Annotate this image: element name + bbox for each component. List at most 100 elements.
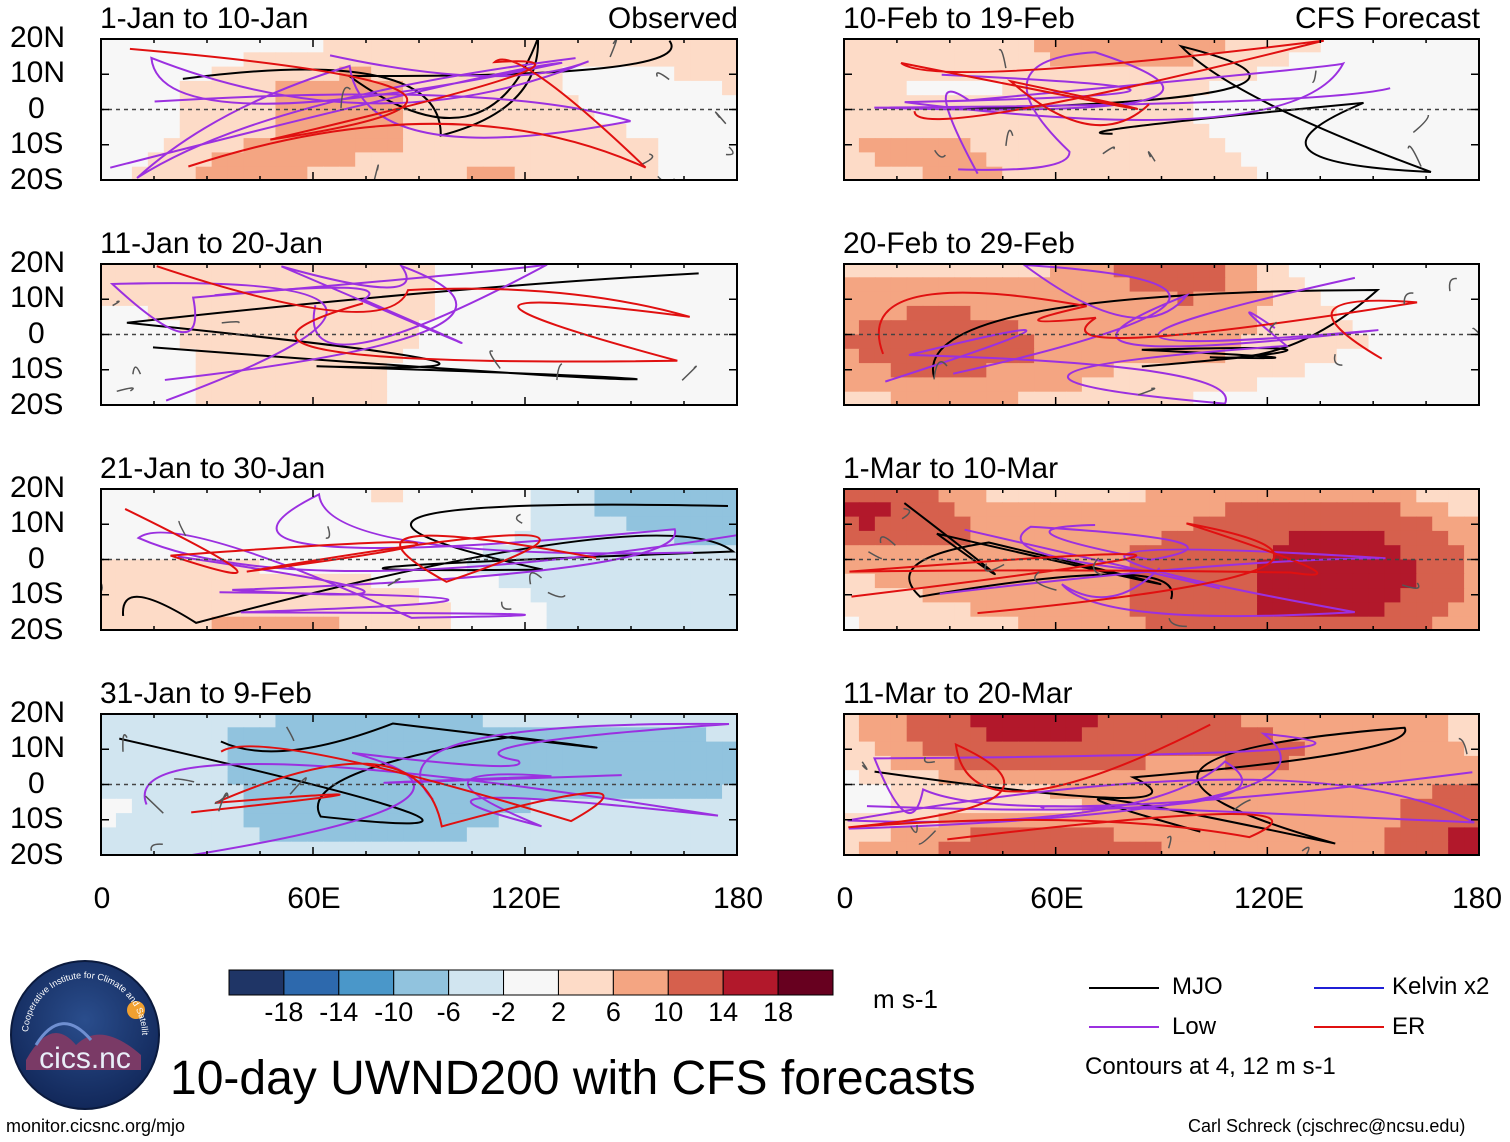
heatmap-cell [546, 602, 564, 618]
heatmap-cell [1320, 741, 1338, 757]
heatmap-cell [954, 602, 971, 618]
heatmap-cell [115, 616, 133, 631]
footer-left[interactable]: monitor.cicsnc.org/mjo [6, 1116, 186, 1136]
heatmap-cell [1257, 602, 1274, 618]
heatmap-cell [722, 152, 738, 168]
heatmap-cell [514, 488, 532, 503]
heatmap-cell [530, 334, 548, 350]
heatmap-cell [227, 138, 245, 153]
heatmap-cell [1448, 391, 1465, 406]
heatmap-cell [1145, 109, 1163, 125]
heatmap-cell [530, 741, 548, 757]
heatmap-cell [419, 827, 436, 843]
heatmap-cell [1225, 305, 1242, 321]
heatmap-cell [243, 813, 261, 828]
heatmap-cell [403, 616, 420, 631]
heatmap-cell [986, 377, 1003, 393]
heatmap-cell [1161, 152, 1179, 168]
heatmap-cell [954, 488, 971, 503]
heatmap-cell [227, 827, 245, 843]
heatmap-cell [1113, 502, 1131, 518]
heatmap-cell [722, 334, 738, 350]
heatmap-cell [371, 616, 388, 631]
heatmap-cell [243, 727, 261, 743]
heatmap-cell [1384, 391, 1401, 406]
heatmap-cell [1384, 488, 1401, 503]
heatmap-cell [1018, 138, 1035, 153]
heatmap-cell [450, 152, 468, 168]
heatmap-cell [890, 391, 908, 406]
heatmap-cell [371, 166, 388, 181]
heatmap-cell [1002, 770, 1019, 786]
contour-line [143, 763, 719, 828]
heatmap-cell [922, 80, 940, 96]
heatmap-cell [610, 616, 627, 631]
heatmap-cell [355, 123, 372, 139]
heatmap-cell [307, 616, 324, 631]
heatmap-cell [1272, 784, 1290, 800]
heatmap-cell [163, 713, 181, 728]
heatmap-cell [1336, 138, 1354, 153]
heatmap-cell [147, 38, 165, 53]
heatmap-cell [1464, 391, 1480, 406]
colorbar-box [612, 969, 669, 996]
heatmap-cell [858, 166, 876, 181]
heatmap-cell [1288, 798, 1306, 814]
heatmap-cell [1018, 755, 1035, 771]
heatmap-cell [578, 741, 596, 757]
heatmap-cell [642, 502, 659, 518]
heatmap-cell [1034, 516, 1051, 532]
heatmap-cell [163, 488, 181, 503]
heatmap-cell [674, 38, 691, 53]
heatmap-cell [163, 138, 181, 153]
heatmap-cell [674, 291, 691, 307]
heatmap-cell [626, 616, 643, 631]
heatmap-cell [1368, 602, 1386, 618]
colorbar-tick-label: 2 [550, 997, 566, 1027]
heatmap-cell [1288, 263, 1306, 278]
heatmap-cell [706, 52, 723, 68]
heatmap-cell [658, 123, 675, 139]
heatmap-cell [498, 616, 516, 631]
heatmap-cell [514, 152, 532, 168]
heatmap-cell [1448, 152, 1465, 168]
heatmap-cell [843, 152, 860, 168]
heatmap-cell [530, 109, 548, 125]
heatmap-cell [1448, 305, 1465, 321]
heatmap-cell [1352, 348, 1370, 364]
heatmap-cell [275, 488, 292, 503]
coastline [1472, 327, 1480, 336]
heatmap-cell [179, 545, 197, 561]
heatmap-cell [1432, 827, 1449, 843]
heatmap-cell [275, 363, 292, 378]
heatmap-cell [690, 80, 707, 96]
heatmap-cell [131, 813, 149, 828]
heatmap-cell [1225, 616, 1242, 631]
heatmap-cell [115, 95, 133, 111]
heatmap-cell [1448, 363, 1465, 378]
heatmap-cell [482, 713, 500, 728]
heatmap-cell [291, 488, 308, 503]
heatmap-cell [1209, 502, 1226, 518]
heatmap-cell [323, 391, 340, 406]
heatmap-cell [147, 530, 165, 546]
heatmap-cell [906, 813, 924, 828]
heatmap-cell [1384, 377, 1401, 393]
heatmap-cell [1081, 741, 1099, 757]
heatmap-cell [147, 545, 165, 561]
heatmap-cell [131, 123, 149, 139]
heatmap-cell [259, 516, 277, 532]
heatmap-cell [419, 166, 436, 181]
heatmap-cell [1416, 502, 1433, 518]
heatmap-cell [1113, 545, 1131, 561]
heatmap-cell [1065, 320, 1083, 336]
contour-line [884, 311, 1290, 405]
heatmap-cell [690, 166, 707, 181]
heatmap-cell [1081, 277, 1099, 293]
heatmap-cell [275, 813, 292, 828]
heatmap-cell [722, 277, 738, 293]
heatmap-cell [1081, 502, 1099, 518]
heatmap-cell [1161, 827, 1179, 843]
heatmap-cell [371, 263, 388, 278]
heatmap-cell [1352, 123, 1370, 139]
